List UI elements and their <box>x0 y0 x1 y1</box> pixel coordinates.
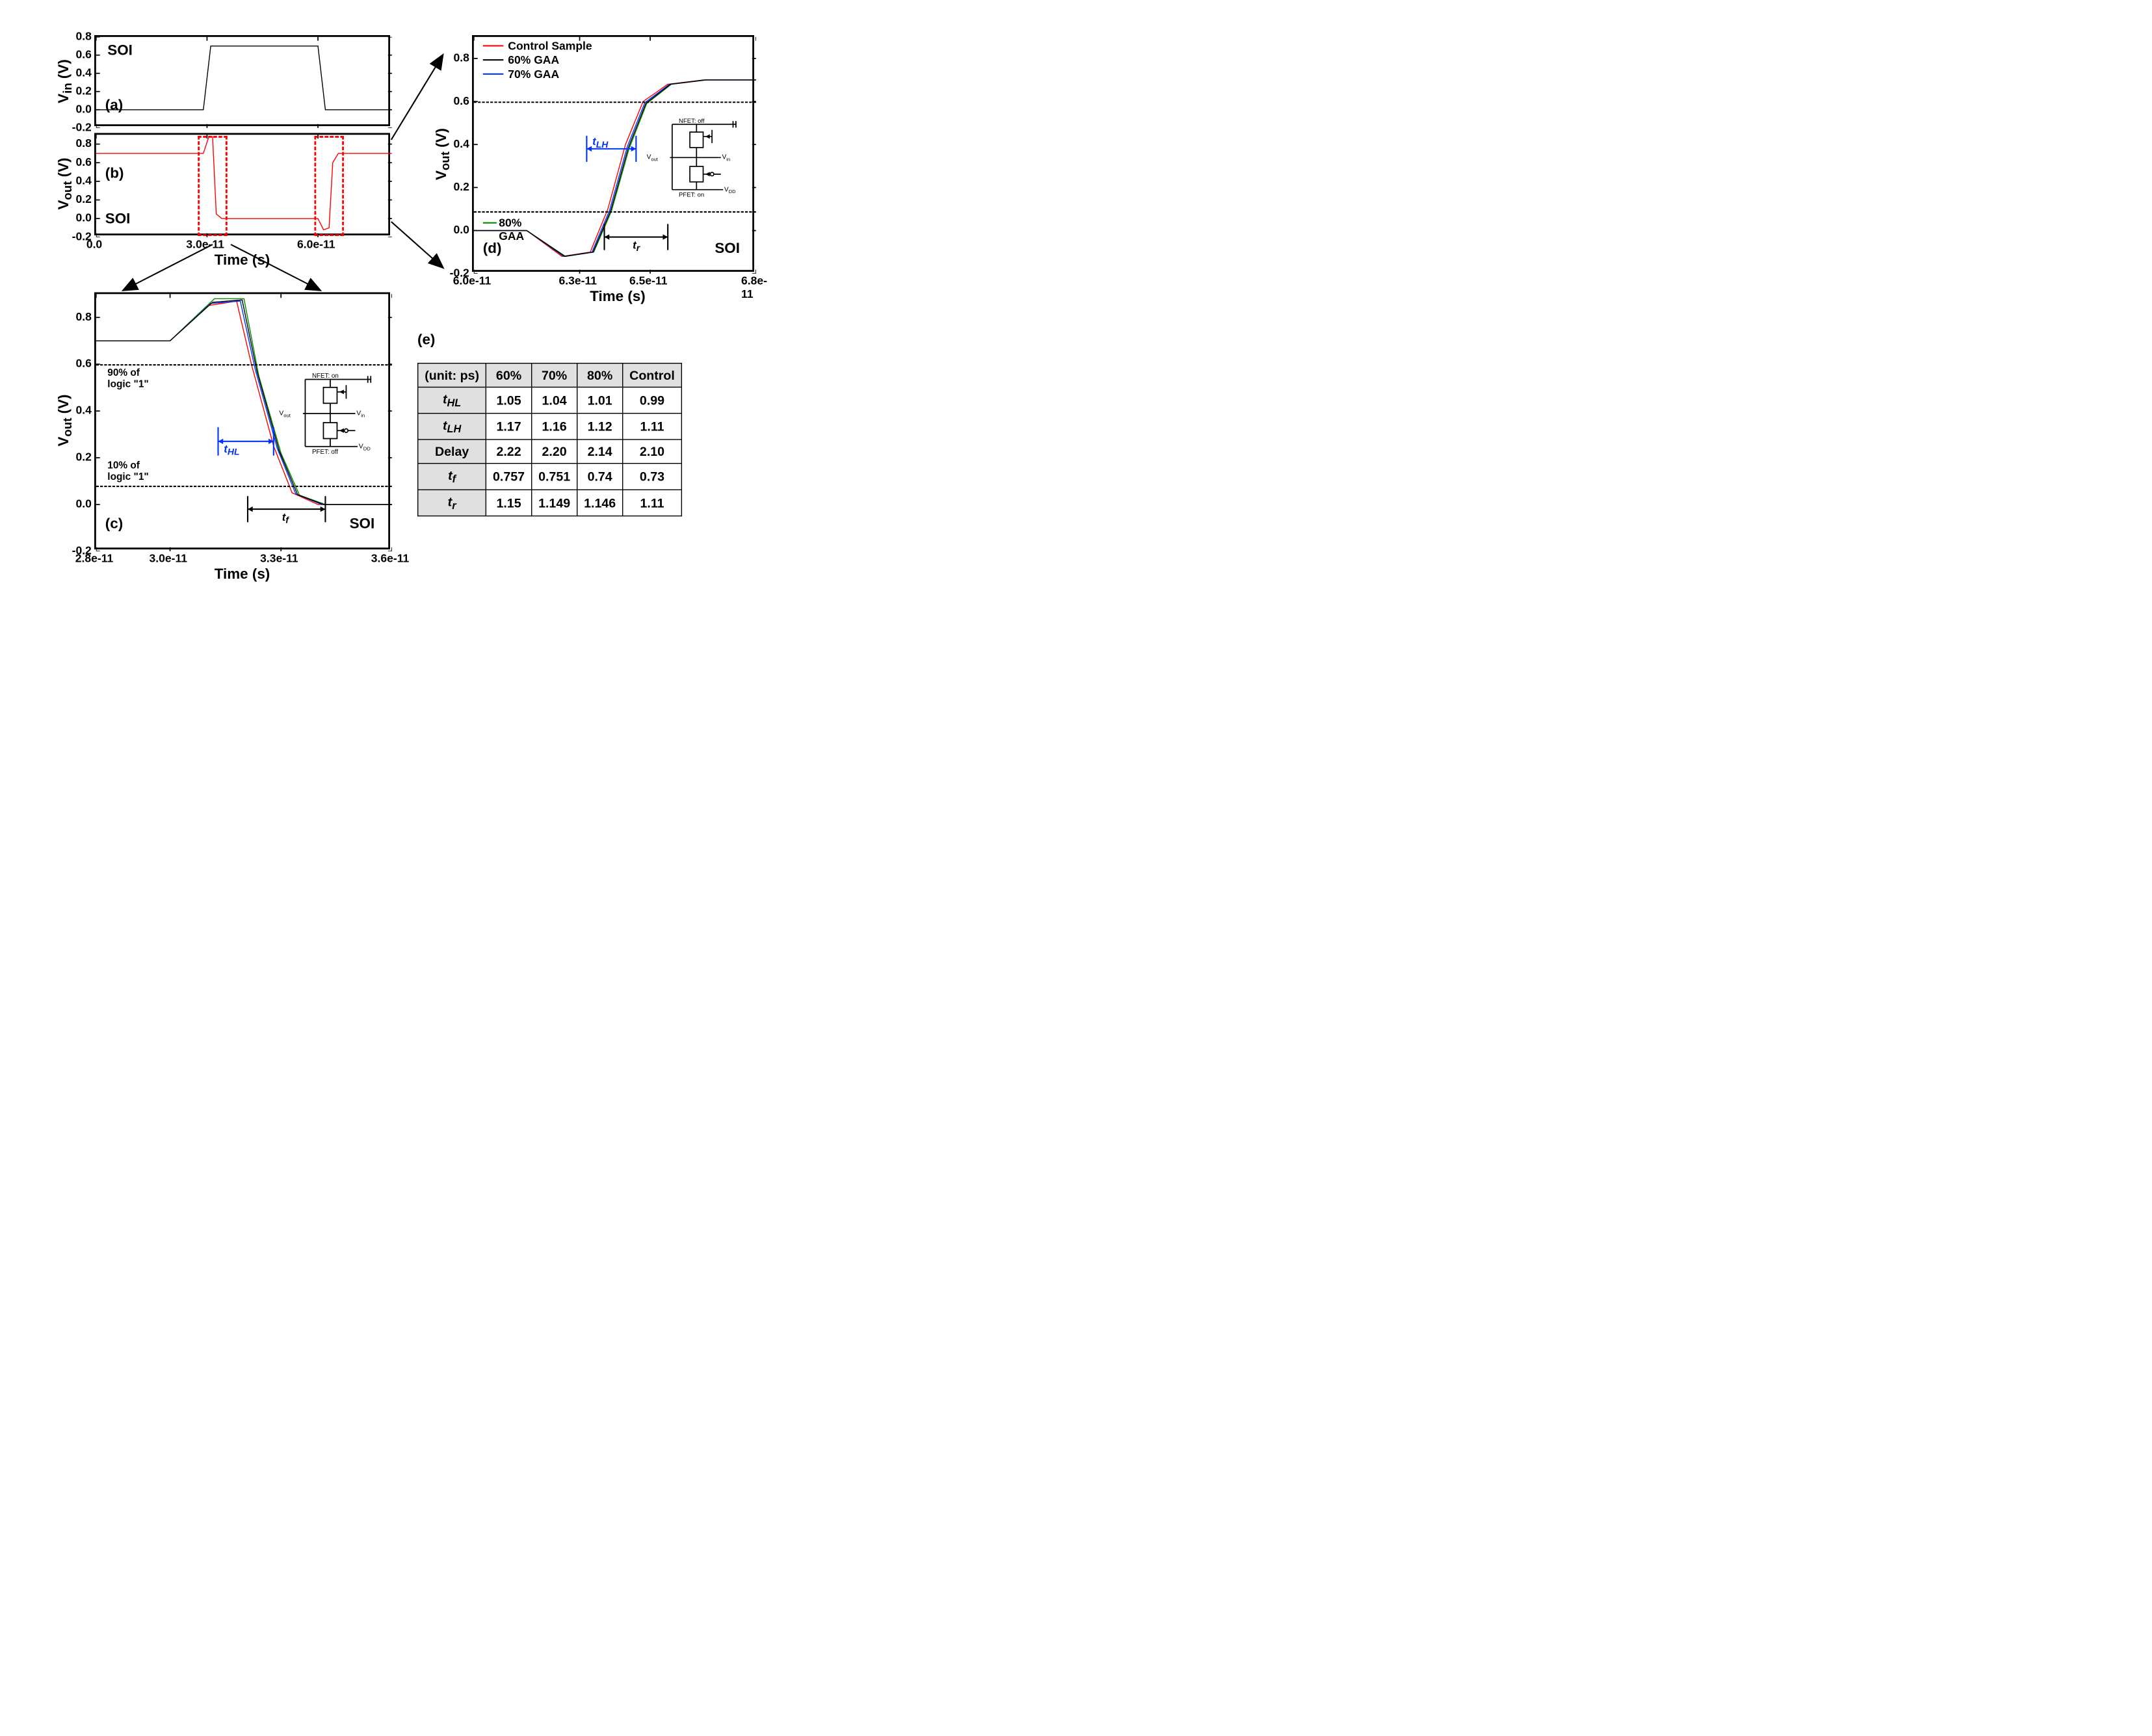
panel-a-tag: (a) <box>105 96 123 113</box>
panel-a-soi: SOI <box>107 42 133 59</box>
tick: 6.0e-11 <box>453 274 491 287</box>
svg-text:PFET: on: PFET: on <box>679 192 704 199</box>
panel-c-tf: tf <box>282 511 289 525</box>
tick: 6.0e-11 <box>297 238 335 251</box>
panel-e-tag: (e) <box>417 331 435 348</box>
panel-c-ylabel: Vout (V) <box>55 375 74 466</box>
panel-a: (a) SOI <box>94 35 390 126</box>
tick: 0.0 <box>75 211 91 224</box>
tick: 6.5e-11 <box>629 274 667 287</box>
svg-text:DD: DD <box>363 445 371 451</box>
svg-text:out: out <box>651 156 658 162</box>
panel-b-callout-left <box>198 136 228 236</box>
panel-b-ylabel: Vout (V) <box>55 138 74 230</box>
panel-d-tLH: tLH <box>592 135 608 150</box>
panel-c-lower-ref <box>96 486 392 487</box>
tick: 3.0e-11 <box>150 552 187 565</box>
svg-text:V: V <box>724 186 729 193</box>
legend-70-line <box>483 73 504 75</box>
tick: 0.0 <box>86 238 102 251</box>
panel-b: (b) SOI <box>94 133 390 236</box>
circuit-icon: NFET: onVoutVinVDDPFET: off <box>278 371 376 456</box>
svg-text:DD: DD <box>729 189 736 194</box>
legend-70: 70% GAA <box>508 68 559 81</box>
tick: 0.6 <box>453 94 469 107</box>
svg-text:V: V <box>279 409 283 417</box>
svg-text:V: V <box>647 154 651 161</box>
svg-text:in: in <box>726 156 730 162</box>
svg-text:out: out <box>283 412 291 418</box>
tick: 6.8e-11 <box>741 274 767 301</box>
panel-d-xlabel: Time (s) <box>561 288 675 305</box>
panel-d-ylabel: Vout (V) <box>432 109 452 200</box>
legend-80-line <box>483 222 497 224</box>
tick: 0.0 <box>453 223 469 236</box>
tick: 0.2 <box>453 180 469 193</box>
panel-a-plot <box>96 37 392 128</box>
tick: 0.6 <box>75 155 91 168</box>
tick: 6.3e-11 <box>559 274 597 287</box>
panel-d-upper-ref <box>474 101 756 103</box>
panel-c-soi: SOI <box>350 515 375 532</box>
panel-b-plot <box>96 135 392 237</box>
tick: -0.2 <box>72 120 92 133</box>
panel-b-tag: (b) <box>105 164 124 181</box>
svg-text:in: in <box>361 412 365 418</box>
tick: 0.2 <box>75 450 91 463</box>
tick: 0.8 <box>75 137 91 150</box>
tick: 0.8 <box>75 310 91 323</box>
svg-text:V: V <box>722 154 726 161</box>
panel-c-tag: (c) <box>105 515 123 532</box>
tick: 3.6e-11 <box>371 552 409 565</box>
panel-c-tHL: tHL <box>224 443 239 457</box>
panel-d-tr: tr <box>633 239 640 253</box>
svg-text:V: V <box>359 443 363 451</box>
tick: 0.4 <box>75 66 91 79</box>
panel-c: 90% oflogic "1" 10% oflogic "1" tHL tf N… <box>94 293 390 550</box>
panel-b-callout-right <box>314 136 344 236</box>
panel-d-tag: (d) <box>483 239 502 256</box>
tick: 0.6 <box>75 47 91 60</box>
svg-text:NFET: on: NFET: on <box>312 373 339 380</box>
svg-text:V: V <box>356 409 361 417</box>
tick: 0.4 <box>75 174 91 187</box>
circuit-icon: NFET: offVoutVinVDDPFET: on <box>646 116 741 198</box>
tick: 0.8 <box>75 29 91 42</box>
tick: 0.4 <box>75 404 91 417</box>
figure-root: (a) SOI Vin (V) (b) SOI Vout (V) Time (s… <box>26 26 780 616</box>
panel-c-note-upper: 90% oflogic "1" <box>107 367 148 389</box>
legend-60-line <box>483 59 504 60</box>
svg-text:NFET: off: NFET: off <box>679 118 705 125</box>
tick: 3.3e-11 <box>260 552 298 565</box>
tick: 3.0e-11 <box>186 238 224 251</box>
panel-c-note-lower: 10% oflogic "1" <box>107 460 148 482</box>
panel-e-table: (unit: ps)60%70%80%ControltHL1.051.041.0… <box>417 363 682 516</box>
tick: 0.0 <box>75 497 91 510</box>
panel-b-soi: SOI <box>105 210 131 227</box>
panel-d-soi: SOI <box>715 239 740 256</box>
panel-a-ylabel: Vin (V) <box>55 36 74 127</box>
panel-b-xlabel: Time (s) <box>185 252 299 269</box>
tick: 0.8 <box>453 51 469 64</box>
panel-c-upper-ref <box>96 364 392 365</box>
tick: 0.2 <box>75 192 91 205</box>
legend-80: 80%GAA <box>499 217 524 243</box>
tick: 2.8e-11 <box>75 552 113 565</box>
tick: 0.2 <box>75 84 91 97</box>
tick: 0.6 <box>75 357 91 370</box>
legend-60: 60% GAA <box>508 53 559 66</box>
svg-text:PFET: off: PFET: off <box>312 449 338 456</box>
panel-d: Control Sample 60% GAA 70% GAA 80%GAA tL… <box>472 35 754 272</box>
legend-control-line <box>483 45 504 46</box>
panel-c-inset: NFET: onVoutVinVDDPFET: off <box>278 371 376 456</box>
panel-d-lower-ref <box>474 211 756 213</box>
tick: 0.0 <box>75 102 91 115</box>
legend-control: Control Sample <box>508 39 592 52</box>
tick: 0.4 <box>453 137 469 150</box>
panel-d-inset: NFET: offVoutVinVDDPFET: on <box>646 116 741 198</box>
panel-c-xlabel: Time (s) <box>185 566 299 583</box>
